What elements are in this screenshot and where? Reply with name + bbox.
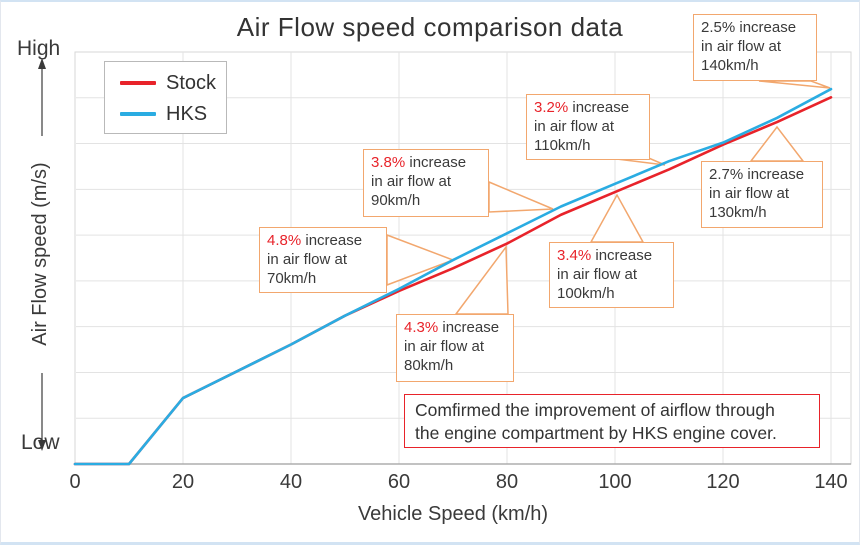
x-tick-40: 40 <box>279 471 303 493</box>
legend-item-hks: HKS <box>120 104 226 124</box>
callout-leader-140 <box>758 80 831 89</box>
callout-70: 4.8% increase in air flow at 70km/h <box>259 227 387 294</box>
callout-140: 2.5% increase in air flow at 140km/h <box>693 14 817 81</box>
line-series-hks <box>73 87 833 466</box>
callout-leader-100 <box>589 193 645 243</box>
callout-110: 3.2% increase in air flow at 110km/h <box>526 94 650 161</box>
x-tick-80: 80 <box>495 471 519 493</box>
x-tick-20: 20 <box>171 471 195 493</box>
callout-leader-70 <box>386 233 456 287</box>
legend: Stock HKS <box>104 61 227 134</box>
y-axis-title: Air Flow speed (m/s) <box>29 162 51 346</box>
chart-title: Air Flow speed comparison data <box>236 12 624 42</box>
x-tick-0: 0 <box>69 471 81 493</box>
callout-pct-100: 3.4% <box>557 247 592 264</box>
callout-pct-80: 4.3% <box>404 319 439 336</box>
stock-line-swatch <box>120 81 156 85</box>
x-tick-60: 60 <box>387 471 411 493</box>
callout-leader-90 <box>488 180 554 213</box>
x-axis-title: Vehicle Speed (km/h) <box>357 503 549 525</box>
callout-pct-90: 3.8% <box>371 154 406 171</box>
conclusion-note-line1: Comfirmed the improvement of airflow thr… <box>415 400 775 420</box>
callout-90: 3.8% increase in air flow at 90km/h <box>363 149 489 217</box>
conclusion-note: Comfirmed the improvement of airflow thr… <box>404 394 820 448</box>
callout-pct-140: 2.5% <box>701 19 736 36</box>
x-tick-100: 100 <box>598 471 632 493</box>
legend-label-hks: HKS <box>166 103 208 125</box>
conclusion-note-line2: the engine compartment by HKS engine cov… <box>415 422 777 443</box>
y-axis-low-label: Low <box>21 431 60 454</box>
legend-item-stock: Stock <box>120 73 226 93</box>
x-tick-120: 120 <box>706 471 740 493</box>
hks-line-swatch <box>120 112 156 116</box>
callout-pct-110: 3.2% <box>534 99 569 116</box>
callout-80: 4.3% increase in air flow at 80km/h <box>396 314 514 382</box>
callout-pct-70: 4.8% <box>267 232 302 249</box>
callout-100: 3.4% increase in air flow at 100km/h <box>549 242 674 309</box>
callout-pct-130: 2.7% <box>709 166 744 183</box>
y-axis-high-label: High <box>17 37 61 60</box>
legend-label-stock: Stock <box>166 72 217 94</box>
x-tick-140: 140 <box>814 471 848 493</box>
callout-130: 2.7% increase in air flow at 130km/h <box>701 161 823 228</box>
